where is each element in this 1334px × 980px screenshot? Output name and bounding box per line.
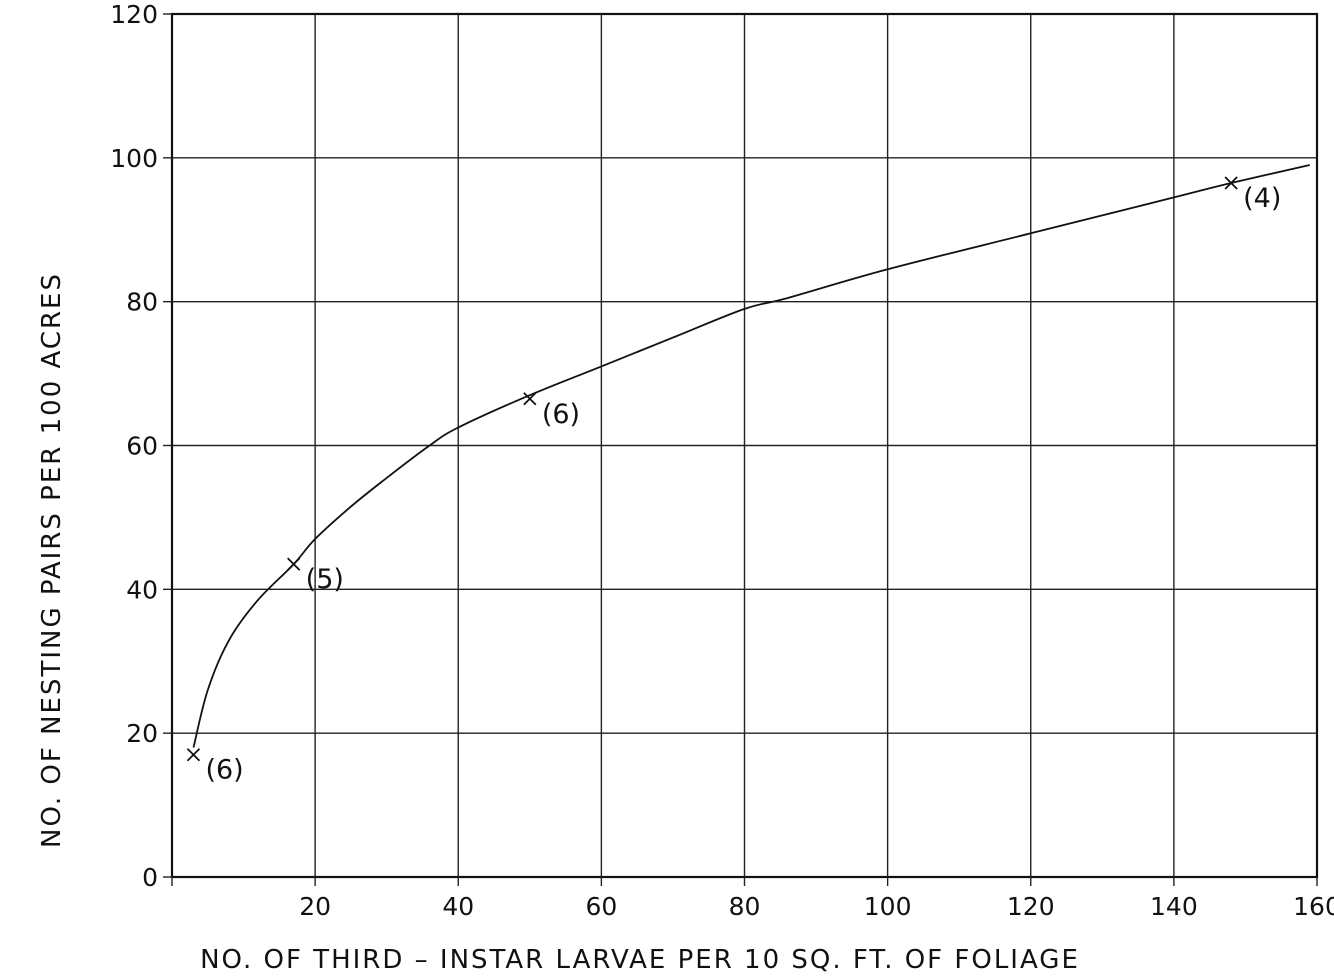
y-tick-label: 100 bbox=[110, 144, 158, 173]
x-tick-label: 100 bbox=[864, 892, 912, 921]
x-tick-label: 160 bbox=[1293, 892, 1334, 921]
series-curve-group bbox=[192, 164, 1311, 748]
x-tick-label: 40 bbox=[442, 892, 474, 921]
marker-stroke bbox=[186, 748, 201, 762]
x-tick-label: 20 bbox=[299, 892, 331, 921]
data-point-marker bbox=[1224, 176, 1238, 190]
marker-stroke bbox=[1224, 176, 1238, 190]
x-tick-label: 120 bbox=[1007, 892, 1055, 921]
marker-stroke bbox=[287, 557, 301, 571]
y-tick-label: 20 bbox=[126, 719, 158, 748]
data-point-marker bbox=[186, 748, 201, 762]
y-axis-title: NO. OF NESTING PAIRS PER 100 ACRES bbox=[37, 272, 67, 848]
data-point-marker bbox=[523, 392, 537, 406]
data-point-label: (6) bbox=[205, 755, 243, 786]
tick-labels: 20 40 60 80 100 120 140 160 0 20 40 60 80 100 120 (6) (5… bbox=[110, 0, 1334, 921]
x-tick-label: 60 bbox=[585, 892, 617, 921]
y-tick-label: 80 bbox=[126, 288, 158, 317]
x-tick-label: 80 bbox=[729, 892, 761, 921]
data-point-label: (6) bbox=[542, 399, 580, 430]
data-point-label: (4) bbox=[1243, 183, 1281, 214]
data-point-marker bbox=[287, 557, 301, 571]
y-tick-label: 40 bbox=[126, 575, 158, 604]
data-points bbox=[186, 176, 1238, 762]
x-axis-title: NO. OF THIRD – INSTAR LARVAE PER 10 SQ. … bbox=[200, 945, 1080, 975]
y-tick-label: 0 bbox=[142, 863, 158, 892]
series-line bbox=[192, 164, 1311, 748]
y-tick-label: 60 bbox=[126, 432, 158, 461]
y-tick-label: 120 bbox=[110, 0, 158, 29]
x-tick-label: 140 bbox=[1150, 892, 1198, 921]
grid bbox=[163, 12, 1319, 886]
marker-stroke bbox=[523, 392, 537, 406]
data-point-label: (5) bbox=[306, 564, 344, 595]
